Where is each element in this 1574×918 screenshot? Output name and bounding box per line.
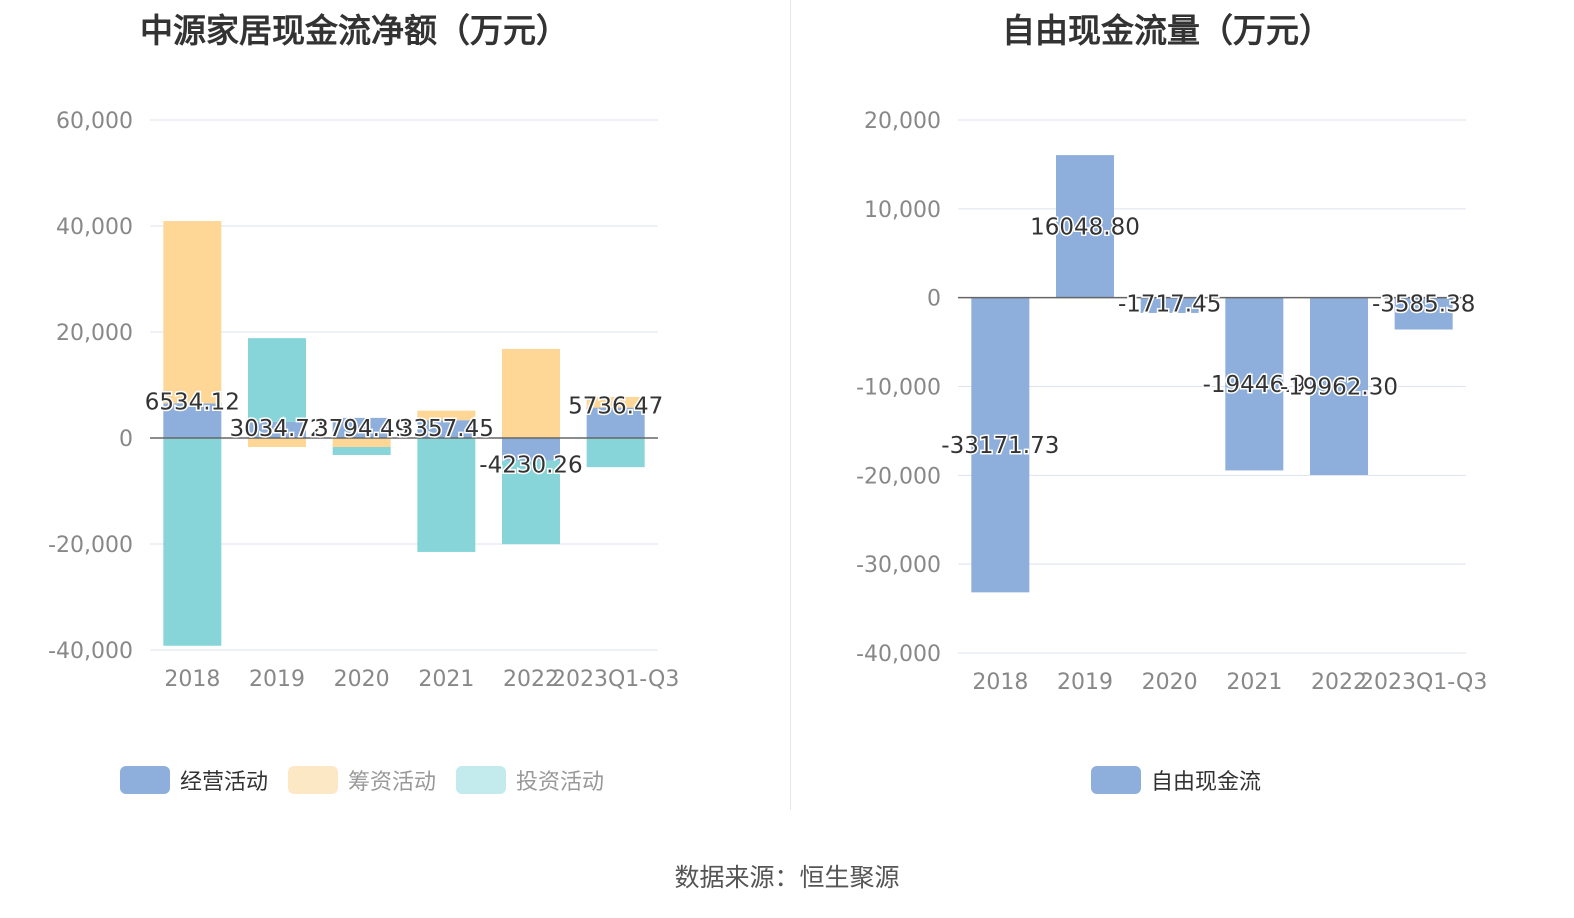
right-ytick-label: -30,000 bbox=[856, 553, 941, 578]
left-legend: 经营活动 筹资活动 投资活动 bbox=[120, 764, 604, 796]
left-data-label: 3034.72 bbox=[229, 416, 324, 442]
right-bar bbox=[1140, 297, 1199, 313]
right-ytick-label: -10,000 bbox=[856, 376, 941, 401]
left-bar bbox=[417, 420, 476, 438]
legend-operating[interactable]: 经营活动 bbox=[120, 764, 268, 796]
legend-swatch bbox=[1091, 766, 1141, 794]
right-ytick-label: 0 bbox=[927, 287, 941, 312]
right-bar bbox=[1394, 297, 1453, 330]
left-xtick-label: 2023Q1-Q3 bbox=[552, 667, 679, 692]
right-data-label: -19446.9 bbox=[1203, 372, 1306, 398]
right-xtick-label: 2022 bbox=[1311, 670, 1367, 695]
right-bar bbox=[971, 297, 1030, 593]
right-legend: 自由现金流 bbox=[1091, 764, 1261, 796]
right-bar bbox=[1056, 155, 1114, 298]
legend-label: 投资活动 bbox=[516, 770, 605, 795]
left-ytick-label: 40,000 bbox=[56, 215, 133, 240]
left-bar bbox=[417, 410, 476, 421]
legend-label: 经营活动 bbox=[180, 770, 269, 795]
left-bar bbox=[586, 407, 645, 438]
legend-label: 筹资活动 bbox=[348, 770, 437, 795]
right-ytick-label: -20,000 bbox=[856, 464, 941, 489]
legend-label: 自由现金流 bbox=[1151, 770, 1262, 795]
left-bar bbox=[163, 403, 222, 438]
left-ytick-label: 0 bbox=[119, 427, 133, 452]
right-xtick-label: 2023Q1-Q3 bbox=[1360, 670, 1487, 695]
left-bar bbox=[332, 447, 391, 455]
left-xtick-label: 2022 bbox=[503, 667, 559, 692]
right-bar bbox=[1310, 297, 1368, 475]
left-ytick-label: 60,000 bbox=[56, 109, 133, 134]
right-xtick-label: 2021 bbox=[1226, 670, 1282, 695]
left-bar bbox=[417, 438, 476, 552]
divider bbox=[790, 0, 791, 810]
left-bar bbox=[163, 221, 222, 404]
right-data-label: 16048.80 bbox=[1030, 214, 1140, 240]
right-bar bbox=[1225, 297, 1284, 471]
left-xtick-label: 2019 bbox=[249, 667, 305, 692]
right-ytick-label: -40,000 bbox=[856, 642, 941, 667]
right-data-label: -1717.45 bbox=[1118, 292, 1221, 318]
left-xtick-label: 2021 bbox=[418, 667, 474, 692]
left-bar bbox=[586, 438, 645, 468]
right-data-label: -33171.73 bbox=[941, 433, 1059, 459]
legend-fcf[interactable]: 自由现金流 bbox=[1091, 764, 1261, 796]
left-data-label: 6534.12 bbox=[145, 389, 240, 415]
left-data-label: -4230.26 bbox=[479, 452, 582, 478]
data-source: 数据来源：恒生聚源 bbox=[674, 863, 900, 892]
left-bar bbox=[332, 438, 391, 448]
right-xtick-label: 2019 bbox=[1057, 670, 1113, 695]
left-xtick-label: 2020 bbox=[334, 667, 390, 692]
left-bar bbox=[332, 417, 391, 438]
right-ytick-label: 10,000 bbox=[864, 198, 941, 223]
legend-investing[interactable]: 投资活动 bbox=[456, 764, 604, 796]
left-bar bbox=[248, 421, 306, 438]
left-ytick-label: -20,000 bbox=[48, 533, 133, 558]
right-data-label: -19962.30 bbox=[1280, 374, 1398, 400]
legend-financing[interactable]: 筹资活动 bbox=[288, 764, 436, 796]
legend-swatch bbox=[288, 766, 339, 794]
left-bar bbox=[248, 438, 306, 448]
left-bar bbox=[163, 438, 222, 646]
left-chart-title: 中源家居现金流净额（万元） bbox=[140, 11, 569, 50]
right-ytick-label: 20,000 bbox=[864, 109, 941, 134]
left-bar bbox=[502, 348, 560, 438]
right-xtick-label: 2018 bbox=[972, 670, 1028, 695]
legend-swatch bbox=[120, 766, 170, 794]
left-ytick-label: -40,000 bbox=[48, 639, 133, 664]
right-xtick-label: 2020 bbox=[1142, 670, 1198, 695]
left-bar bbox=[586, 396, 645, 408]
left-xtick-label: 2018 bbox=[164, 667, 220, 692]
left-data-label: 3794.49 bbox=[314, 416, 409, 442]
left-data-label: 3357.45 bbox=[399, 416, 494, 442]
left-bar bbox=[502, 460, 560, 545]
right-data-label: -3585.38 bbox=[1372, 292, 1475, 318]
left-bar bbox=[502, 438, 560, 461]
right-chart-title: 自由现金流量（万元） bbox=[1002, 11, 1332, 50]
left-ytick-label: 20,000 bbox=[56, 321, 133, 346]
left-data-label: 5736.47 bbox=[568, 394, 663, 420]
left-bar bbox=[248, 338, 306, 422]
legend-swatch bbox=[456, 766, 507, 794]
